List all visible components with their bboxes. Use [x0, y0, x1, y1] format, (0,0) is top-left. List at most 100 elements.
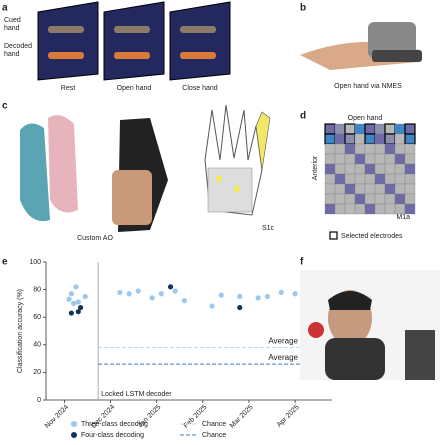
point [135, 288, 141, 294]
electrode [374, 203, 386, 215]
electrode [324, 133, 336, 145]
electrode [354, 173, 366, 185]
decoder-label: Locked LSTM decoder [101, 391, 172, 398]
panel-label: c [2, 101, 8, 112]
chance-label: Average chance [268, 337, 326, 346]
electrode [374, 143, 386, 155]
electrode [344, 193, 356, 205]
point [172, 288, 178, 294]
electrode [344, 133, 356, 145]
point [82, 293, 88, 300]
point [73, 284, 79, 290]
grid-corner-label: M1a [396, 214, 410, 221]
electrode [354, 143, 366, 155]
electrode [394, 143, 406, 155]
electrode [364, 163, 376, 175]
electrode [344, 173, 356, 185]
electrode [404, 143, 416, 155]
electrode [364, 153, 376, 165]
electrode [364, 173, 376, 185]
electrode [324, 123, 336, 135]
electrode [404, 173, 416, 185]
electrode [324, 203, 336, 215]
electrode [354, 163, 366, 175]
y-tick-label: 100 [29, 259, 41, 266]
x-tick-label: Apr 2025 [276, 404, 301, 429]
panel-label: e [2, 257, 8, 268]
electrode [404, 133, 416, 145]
cue-label: Open hand [117, 85, 152, 92]
row-label: Decoded hand [4, 43, 32, 58]
row-label: Cued hand [4, 17, 21, 32]
point [75, 309, 81, 315]
point [68, 310, 74, 316]
electrode [374, 123, 386, 135]
x-tick-label: Nov 2024 [44, 404, 70, 430]
electrode [384, 153, 396, 165]
inset-label: S1c [262, 225, 275, 232]
legend-marker [71, 421, 77, 427]
y-tick-label: 20 [33, 369, 41, 376]
electrode [374, 153, 386, 165]
electrode [374, 173, 386, 185]
panel-label: a [2, 3, 8, 14]
electrode [394, 153, 406, 165]
cue-label: Rest [61, 85, 75, 92]
electrode [394, 163, 406, 175]
point [292, 291, 298, 297]
point [237, 304, 243, 311]
panel-label: d [300, 111, 306, 122]
electrode [384, 203, 396, 215]
electrode [404, 203, 416, 215]
electrode [334, 153, 346, 165]
electrode [354, 193, 366, 205]
y-tick-label: 60 [33, 314, 41, 321]
electrode [374, 193, 386, 205]
electrode [384, 163, 396, 175]
photo-participant [300, 270, 440, 380]
electrode [364, 183, 376, 195]
electrode [394, 173, 406, 185]
caption: Custom AO [77, 235, 113, 242]
electrode [334, 163, 346, 175]
point [66, 296, 72, 302]
legend-label: Four-class decoding [81, 432, 144, 439]
electrode [364, 133, 376, 145]
electrode [334, 203, 346, 215]
electrode [394, 183, 406, 195]
electrode [344, 183, 356, 195]
electrode [334, 183, 346, 195]
electrode [404, 183, 416, 195]
x-tick-label: Mar 2025 [229, 404, 255, 430]
electrode [354, 153, 366, 165]
screens [37, 1, 231, 81]
electrode [384, 193, 396, 205]
point [218, 292, 224, 298]
electrode [344, 123, 356, 135]
panel-label: b [300, 3, 306, 14]
grid-side-label: Anterior [312, 155, 319, 180]
electrode [324, 143, 336, 155]
point [209, 303, 215, 309]
caption: Open hand via NMES [334, 83, 402, 90]
electrode [374, 163, 386, 175]
legend-label: Selected electrodes [341, 233, 403, 240]
panel-label: f [300, 257, 304, 268]
electrode [364, 193, 376, 205]
electrode [404, 153, 416, 165]
electrode [344, 153, 356, 165]
y-tick-label: 80 [33, 286, 41, 293]
electrode [384, 133, 396, 145]
electrode [354, 133, 366, 145]
electrode [344, 163, 356, 175]
point [167, 284, 174, 290]
point [255, 295, 261, 301]
point [68, 291, 74, 297]
electrode [394, 203, 406, 215]
electrode [404, 163, 416, 175]
legend-label: Chance [202, 421, 226, 428]
electrode [344, 143, 356, 155]
electrode [394, 123, 406, 135]
hand-diagram [204, 104, 271, 216]
